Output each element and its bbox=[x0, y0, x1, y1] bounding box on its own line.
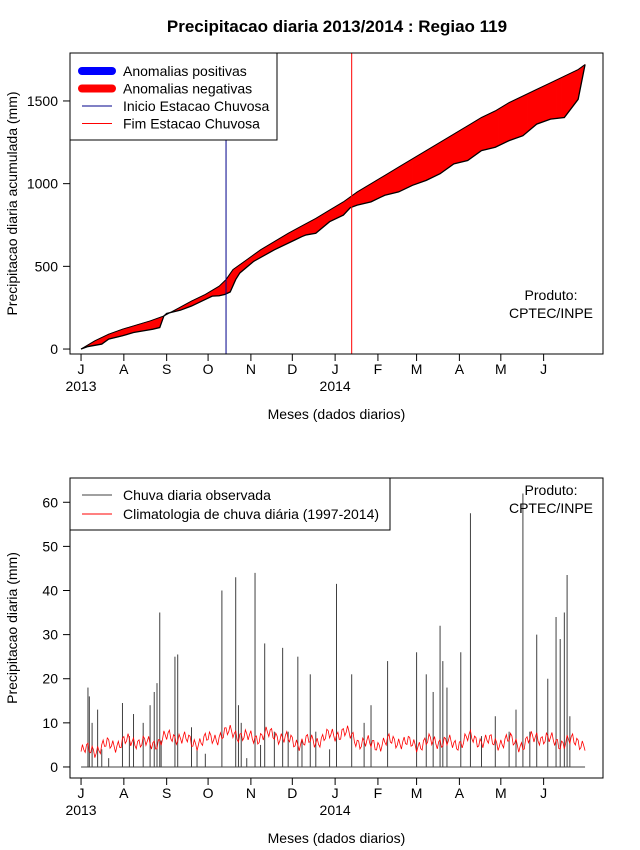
x-tick-label: J bbox=[540, 785, 547, 801]
y-axis-label: Precipitacao diaria (mm) bbox=[4, 552, 20, 704]
x-axis-label: Meses (dados diarios) bbox=[268, 830, 406, 846]
year-label: 2013 bbox=[65, 802, 96, 818]
y-axis-label: Precipitacao diaria acumulada (mm) bbox=[4, 91, 20, 315]
x-tick-label: A bbox=[455, 361, 465, 377]
x-tick-label: O bbox=[203, 361, 214, 377]
legend: Anomalias positivas Anomalias negativasIn… bbox=[69, 52, 278, 141]
x-tick-label: J bbox=[78, 361, 85, 377]
y-tick-label: 500 bbox=[35, 258, 59, 274]
year-label: 2014 bbox=[320, 802, 351, 818]
x-tick-label: J bbox=[540, 361, 547, 377]
x-tick-label: M bbox=[495, 361, 507, 377]
x-tick-label: M bbox=[495, 785, 507, 801]
annotation-line: Produto: bbox=[525, 287, 578, 303]
x-tick-label: J bbox=[332, 785, 339, 801]
x-axis-label: Meses (dados diarios) bbox=[268, 406, 406, 422]
series-lines-layer bbox=[80, 53, 586, 354]
legend-label: Anomalias positivas bbox=[123, 63, 247, 79]
annotation-line: CPTEC/INPE bbox=[509, 305, 593, 321]
x-tick-label: D bbox=[287, 361, 297, 377]
y-tick-label: 30 bbox=[42, 627, 58, 643]
annotation: Produto: CPTEC/INPE bbox=[509, 287, 593, 321]
legend: Chuva diaria observada Climatologia de ch… bbox=[69, 477, 391, 531]
legend-box bbox=[69, 477, 391, 531]
figure-title: Precipitacao diaria 2013/2014 : Regiao 1… bbox=[167, 17, 507, 36]
legend-label: Chuva diaria observada bbox=[123, 487, 271, 503]
y-tick-label: 40 bbox=[42, 583, 58, 599]
x-tick-label: S bbox=[162, 785, 171, 801]
annotation-line: Produto: bbox=[525, 482, 578, 498]
y-tick-label: 1000 bbox=[27, 176, 58, 192]
x-tick-label: N bbox=[246, 361, 256, 377]
x-tick-label: O bbox=[203, 785, 214, 801]
x-tick-label: S bbox=[162, 361, 171, 377]
y-tick-label: 60 bbox=[42, 494, 58, 510]
x-tick-label: N bbox=[246, 785, 256, 801]
climatology-layer bbox=[80, 725, 586, 758]
legend-label: Anomalias negativas bbox=[123, 81, 252, 97]
x-tick-label: A bbox=[119, 785, 129, 801]
y-tick-label: 0 bbox=[50, 759, 58, 775]
year-label: 2014 bbox=[320, 378, 351, 394]
x-tick-label: F bbox=[374, 361, 383, 377]
x-tick-label: J bbox=[78, 785, 85, 801]
x-tick-label: M bbox=[411, 361, 423, 377]
y-tick-label: 1500 bbox=[27, 93, 58, 109]
x-tick-label: M bbox=[411, 785, 423, 801]
x-tick-label: J bbox=[332, 361, 339, 377]
legend-label: Climatologia de chuva diária (1997-2014) bbox=[123, 506, 379, 522]
y-tick-label: 0 bbox=[50, 341, 58, 357]
climatology-cumulative-line bbox=[80, 64, 586, 350]
x-tick-label: A bbox=[455, 785, 465, 801]
year-label: 2013 bbox=[65, 378, 96, 394]
observed-cumulative-line bbox=[80, 64, 586, 350]
x-tick-label: F bbox=[374, 785, 383, 801]
x-tick-label: D bbox=[287, 785, 297, 801]
y-tick-label: 20 bbox=[42, 671, 58, 687]
climatology-daily-line bbox=[80, 725, 586, 758]
legend-label: Fim Estacao Chuvosa bbox=[123, 116, 260, 132]
annotation: Produto: CPTEC/INPE bbox=[509, 482, 593, 516]
daily-bars-layer bbox=[81, 493, 586, 768]
x-tick-label: A bbox=[119, 361, 129, 377]
annotation-line: CPTEC/INPE bbox=[509, 500, 593, 516]
y-tick-label: 10 bbox=[42, 715, 58, 731]
y-tick-label: 50 bbox=[42, 538, 58, 554]
legend-label: Inicio Estacao Chuvosa bbox=[123, 98, 270, 114]
